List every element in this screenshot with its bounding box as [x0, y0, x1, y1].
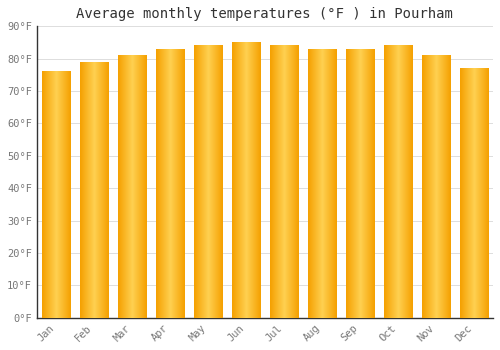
Title: Average monthly temperatures (°F ) in Pourham: Average monthly temperatures (°F ) in Po…	[76, 7, 454, 21]
